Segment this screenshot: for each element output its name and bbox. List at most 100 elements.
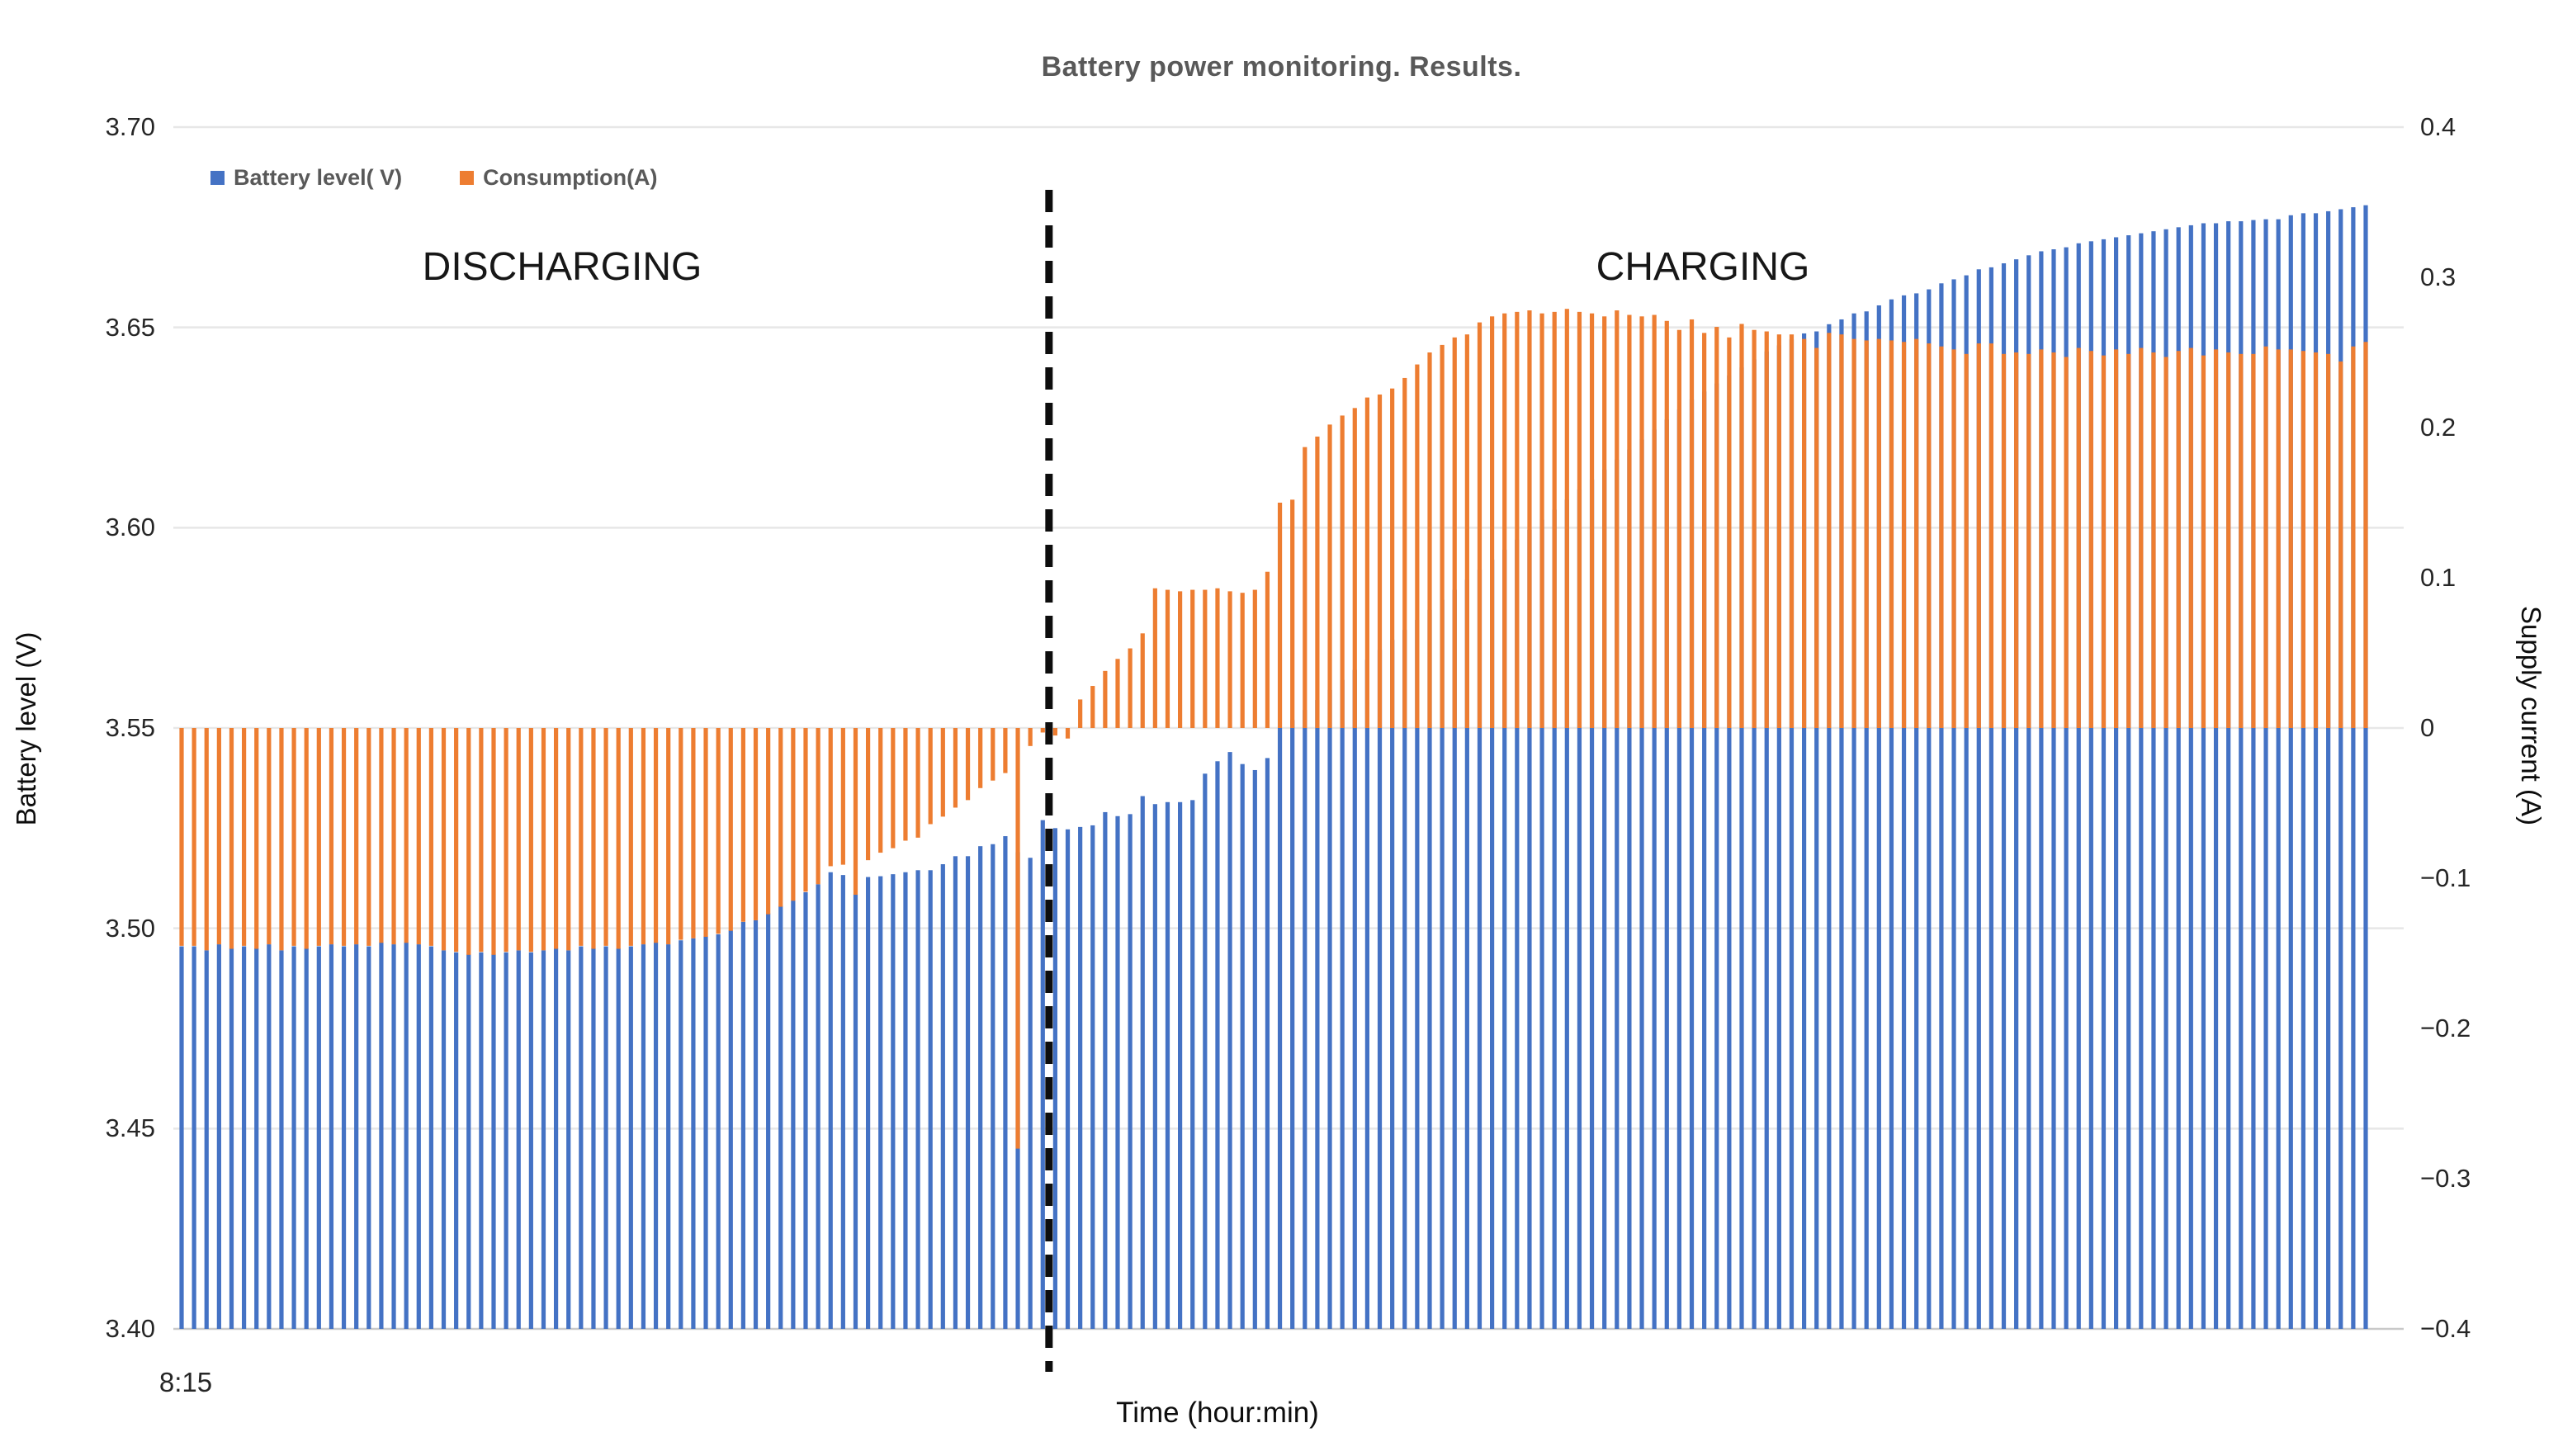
battery-bar (516, 950, 521, 1329)
battery-bar (1440, 599, 1445, 1329)
consumption-bar (1901, 342, 1907, 728)
y-axis-right-tick: 0.2 (2420, 413, 2457, 442)
y-axis-right-tick: 0.3 (2420, 262, 2457, 291)
consumption-bar (1178, 591, 1183, 728)
consumption-bar (316, 728, 321, 946)
battery-bar (1552, 509, 1557, 1329)
battery-bar (1140, 796, 1145, 1329)
battery-bar (441, 950, 447, 1329)
consumption-bar (1290, 499, 1295, 728)
battery-bar (2326, 210, 2331, 1329)
consumption-bar (1227, 591, 1232, 728)
consumption-bar (1215, 588, 1220, 728)
consumption-bar (1564, 309, 1569, 728)
consumption-bar (267, 728, 272, 945)
consumption-bar (1602, 316, 1607, 728)
battery-bar (528, 952, 533, 1329)
battery-bar (766, 913, 771, 1329)
consumption-bar (329, 728, 334, 945)
battery-bar (2288, 215, 2293, 1330)
consumption-bar (1115, 659, 1120, 728)
consumption-bar (2213, 349, 2219, 728)
battery-bar (192, 946, 196, 1329)
battery-bar (1676, 409, 1681, 1329)
consumption-bar (179, 728, 184, 946)
battery-bar (1352, 669, 1357, 1329)
consumption-bar (1364, 397, 1369, 728)
consumption-bar (1789, 334, 1795, 728)
legend-item-battery-level: Battery level( V) (210, 165, 402, 191)
consumption-bar (903, 728, 908, 841)
battery-bar (1627, 449, 1632, 1329)
consumption-bar (2363, 342, 2368, 728)
consumption-bar (1689, 319, 1695, 728)
consumption-bar (853, 728, 858, 896)
consumption-bar (891, 728, 896, 849)
battery-bar (1128, 814, 1133, 1329)
battery-bar (554, 948, 559, 1329)
battery-bar (2313, 213, 2319, 1329)
consumption-bar (1914, 338, 1919, 728)
consumption-bar (978, 728, 983, 788)
y-axis-left-tick: 3.55 (105, 713, 155, 742)
battery-bar (2213, 223, 2219, 1330)
battery-bar (2239, 221, 2244, 1329)
consumption-bar (1639, 316, 1644, 728)
consumption-bar (1490, 316, 1495, 728)
battery-bar (1939, 283, 1944, 1329)
battery-bar (1515, 539, 1520, 1329)
battery-bar (2163, 229, 2168, 1329)
consumption-bar (2088, 351, 2093, 728)
consumption-bar (2188, 347, 2193, 728)
battery-bar (366, 946, 371, 1329)
consumption-bar (366, 728, 371, 946)
consumption-bar (504, 728, 508, 953)
battery-bar (1103, 811, 1108, 1329)
battery-bar (1477, 570, 1482, 1329)
battery-bar (1901, 295, 1907, 1330)
consumption-bar (1664, 320, 1669, 728)
consumption-bar (1652, 314, 1657, 728)
consumption-bar (579, 728, 584, 946)
battery-bar (1664, 419, 1669, 1329)
consumption-bar (1802, 338, 1807, 728)
battery-bar (466, 954, 471, 1329)
consumption-bar (1277, 503, 1283, 728)
battery-bar (1003, 836, 1008, 1329)
consumption-bar (454, 728, 459, 953)
consumption-bar (2126, 353, 2131, 728)
consumption-bar (1352, 408, 1357, 728)
consumption-bar (2301, 351, 2305, 728)
battery-bar (853, 894, 858, 1329)
consumption-bar (1078, 699, 1083, 728)
consumption-bar (1028, 728, 1033, 746)
battery-bar (1252, 769, 1257, 1329)
battery-bar (1364, 659, 1369, 1329)
battery-bar (1377, 650, 1383, 1329)
consumption-bar (2039, 349, 2044, 728)
battery-bar (940, 864, 945, 1329)
battery-bar (566, 950, 571, 1329)
battery-bar (866, 877, 871, 1329)
consumption-bar (1377, 394, 1383, 728)
battery-bar (816, 884, 820, 1329)
consumption-bar (1203, 589, 1208, 728)
x-axis-first-tick-label: 8:15 (158, 1367, 213, 1397)
legend-label-consumption: Consumption(A) (483, 165, 658, 190)
battery-bar (379, 942, 384, 1329)
battery-bar (1988, 267, 1993, 1329)
consumption-bar (1627, 314, 1632, 728)
battery-bar (1303, 710, 1308, 1329)
battery-bar (391, 944, 396, 1329)
x-axis-title: Time (hour:min) (1116, 1397, 1319, 1429)
consumption-bar (1714, 327, 1719, 728)
consumption-bar (2101, 355, 2107, 728)
consumption-bar (1140, 633, 1145, 728)
legend-item-consumption: Consumption(A) (460, 165, 658, 191)
consumption-bar (541, 728, 546, 951)
battery-bar (2338, 209, 2343, 1330)
consumption-bar (1152, 588, 1157, 728)
consumption-bar (1015, 728, 1020, 1149)
consumption-bar (1427, 352, 1432, 728)
